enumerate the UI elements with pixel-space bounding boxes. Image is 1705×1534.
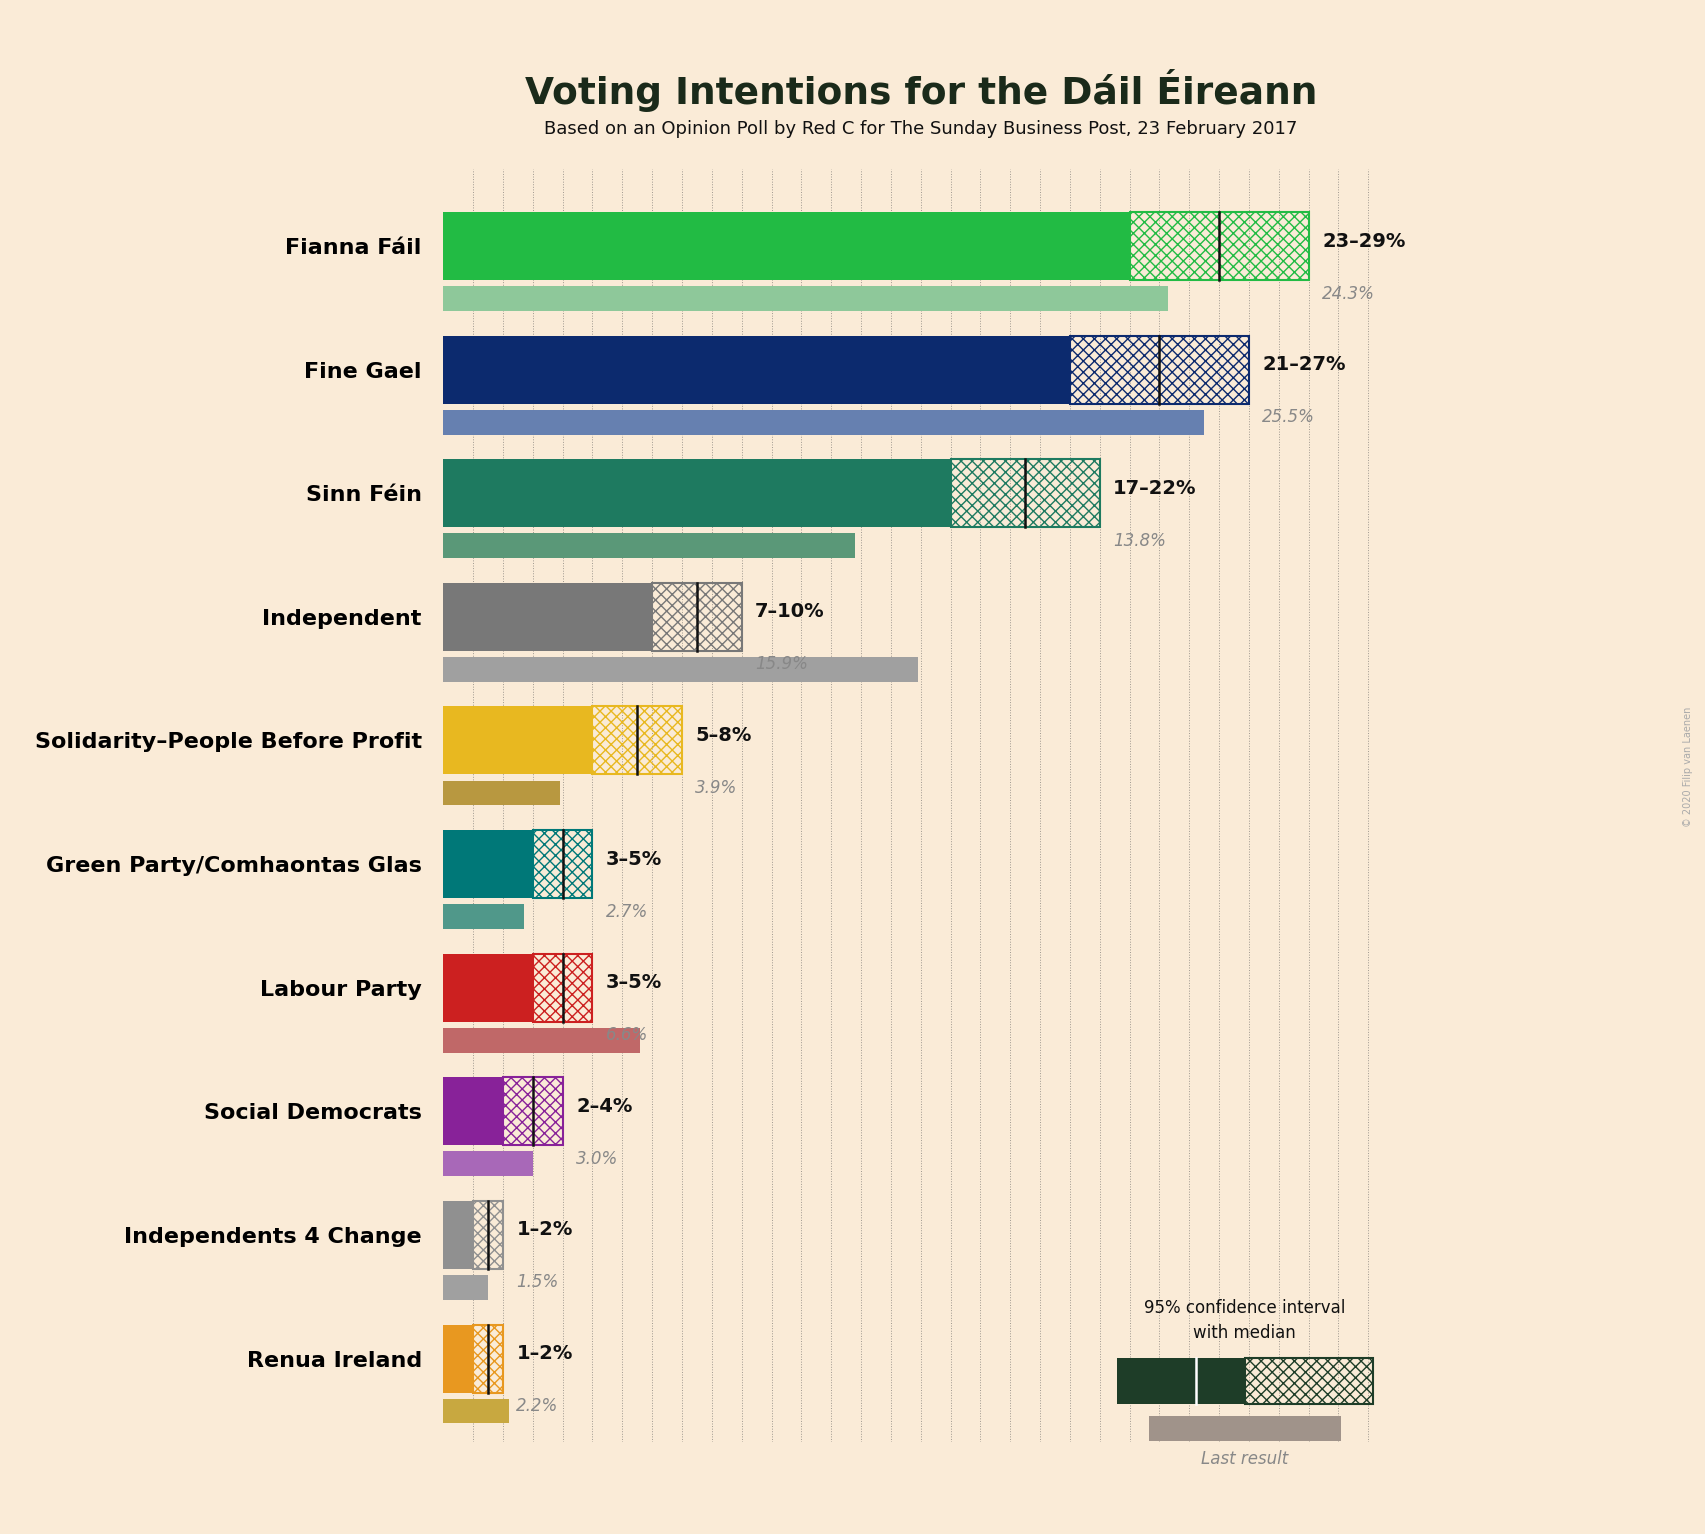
Bar bbox=[443, 1077, 503, 1146]
Text: Last result: Last result bbox=[1200, 1451, 1289, 1468]
Text: 2.7%: 2.7% bbox=[605, 902, 648, 920]
Text: 7–10%: 7–10% bbox=[755, 603, 825, 621]
Text: 15.9%: 15.9% bbox=[755, 655, 808, 673]
Bar bbox=[1071, 336, 1248, 403]
Bar bbox=[443, 1028, 641, 1052]
Text: 3–5%: 3–5% bbox=[605, 973, 662, 992]
Text: 5–8%: 5–8% bbox=[696, 726, 752, 746]
Bar bbox=[443, 904, 523, 930]
Bar bbox=[651, 583, 742, 650]
Bar bbox=[443, 1399, 508, 1424]
Text: Voting Intentions for the Dáil Éireann: Voting Intentions for the Dáil Éireann bbox=[525, 69, 1316, 112]
Bar bbox=[443, 1201, 472, 1269]
Bar bbox=[532, 954, 593, 1022]
Bar bbox=[472, 1201, 503, 1269]
Text: 2.2%: 2.2% bbox=[517, 1397, 559, 1414]
Text: Based on an Opinion Poll by Red C for The Sunday Business Post, 23 February 2017: Based on an Opinion Poll by Red C for Th… bbox=[544, 120, 1298, 138]
Bar bbox=[443, 830, 532, 897]
Text: 3.0%: 3.0% bbox=[576, 1150, 619, 1167]
Text: 95% confidence interval
with median: 95% confidence interval with median bbox=[1144, 1299, 1345, 1342]
Text: 21–27%: 21–27% bbox=[1262, 356, 1345, 374]
Bar bbox=[443, 1324, 472, 1393]
Text: 3–5%: 3–5% bbox=[605, 850, 662, 868]
Text: 25.5%: 25.5% bbox=[1262, 408, 1315, 426]
Bar bbox=[443, 287, 1168, 311]
Bar bbox=[443, 583, 651, 650]
Text: 3.9%: 3.9% bbox=[696, 779, 738, 798]
Bar bbox=[443, 1275, 488, 1299]
Bar bbox=[443, 410, 1204, 434]
Text: 2–4%: 2–4% bbox=[576, 1097, 633, 1115]
Bar bbox=[951, 459, 1100, 528]
Bar bbox=[503, 1077, 563, 1146]
Bar bbox=[443, 707, 593, 775]
Bar bbox=[593, 707, 682, 775]
Bar bbox=[1117, 1358, 1245, 1404]
Bar bbox=[443, 459, 951, 528]
Bar bbox=[443, 954, 532, 1022]
Text: 1–2%: 1–2% bbox=[517, 1221, 573, 1239]
Bar bbox=[443, 1152, 532, 1177]
Text: 1.5%: 1.5% bbox=[517, 1273, 559, 1292]
Bar bbox=[1245, 1358, 1373, 1404]
Bar bbox=[443, 336, 1071, 403]
Bar bbox=[443, 657, 917, 681]
Bar bbox=[532, 830, 593, 897]
Bar bbox=[443, 534, 856, 558]
Bar bbox=[472, 1324, 503, 1393]
Text: 6.6%: 6.6% bbox=[605, 1026, 648, 1045]
Text: 1–2%: 1–2% bbox=[517, 1344, 573, 1364]
Bar bbox=[1129, 212, 1309, 281]
Bar bbox=[1149, 1416, 1340, 1442]
Bar bbox=[443, 212, 1129, 281]
Bar bbox=[443, 781, 559, 805]
Text: 17–22%: 17–22% bbox=[1113, 479, 1197, 497]
Text: © 2020 Filip van Laenen: © 2020 Filip van Laenen bbox=[1683, 707, 1693, 827]
Text: 13.8%: 13.8% bbox=[1113, 532, 1166, 549]
Text: 23–29%: 23–29% bbox=[1321, 232, 1405, 250]
Text: 24.3%: 24.3% bbox=[1321, 285, 1374, 302]
